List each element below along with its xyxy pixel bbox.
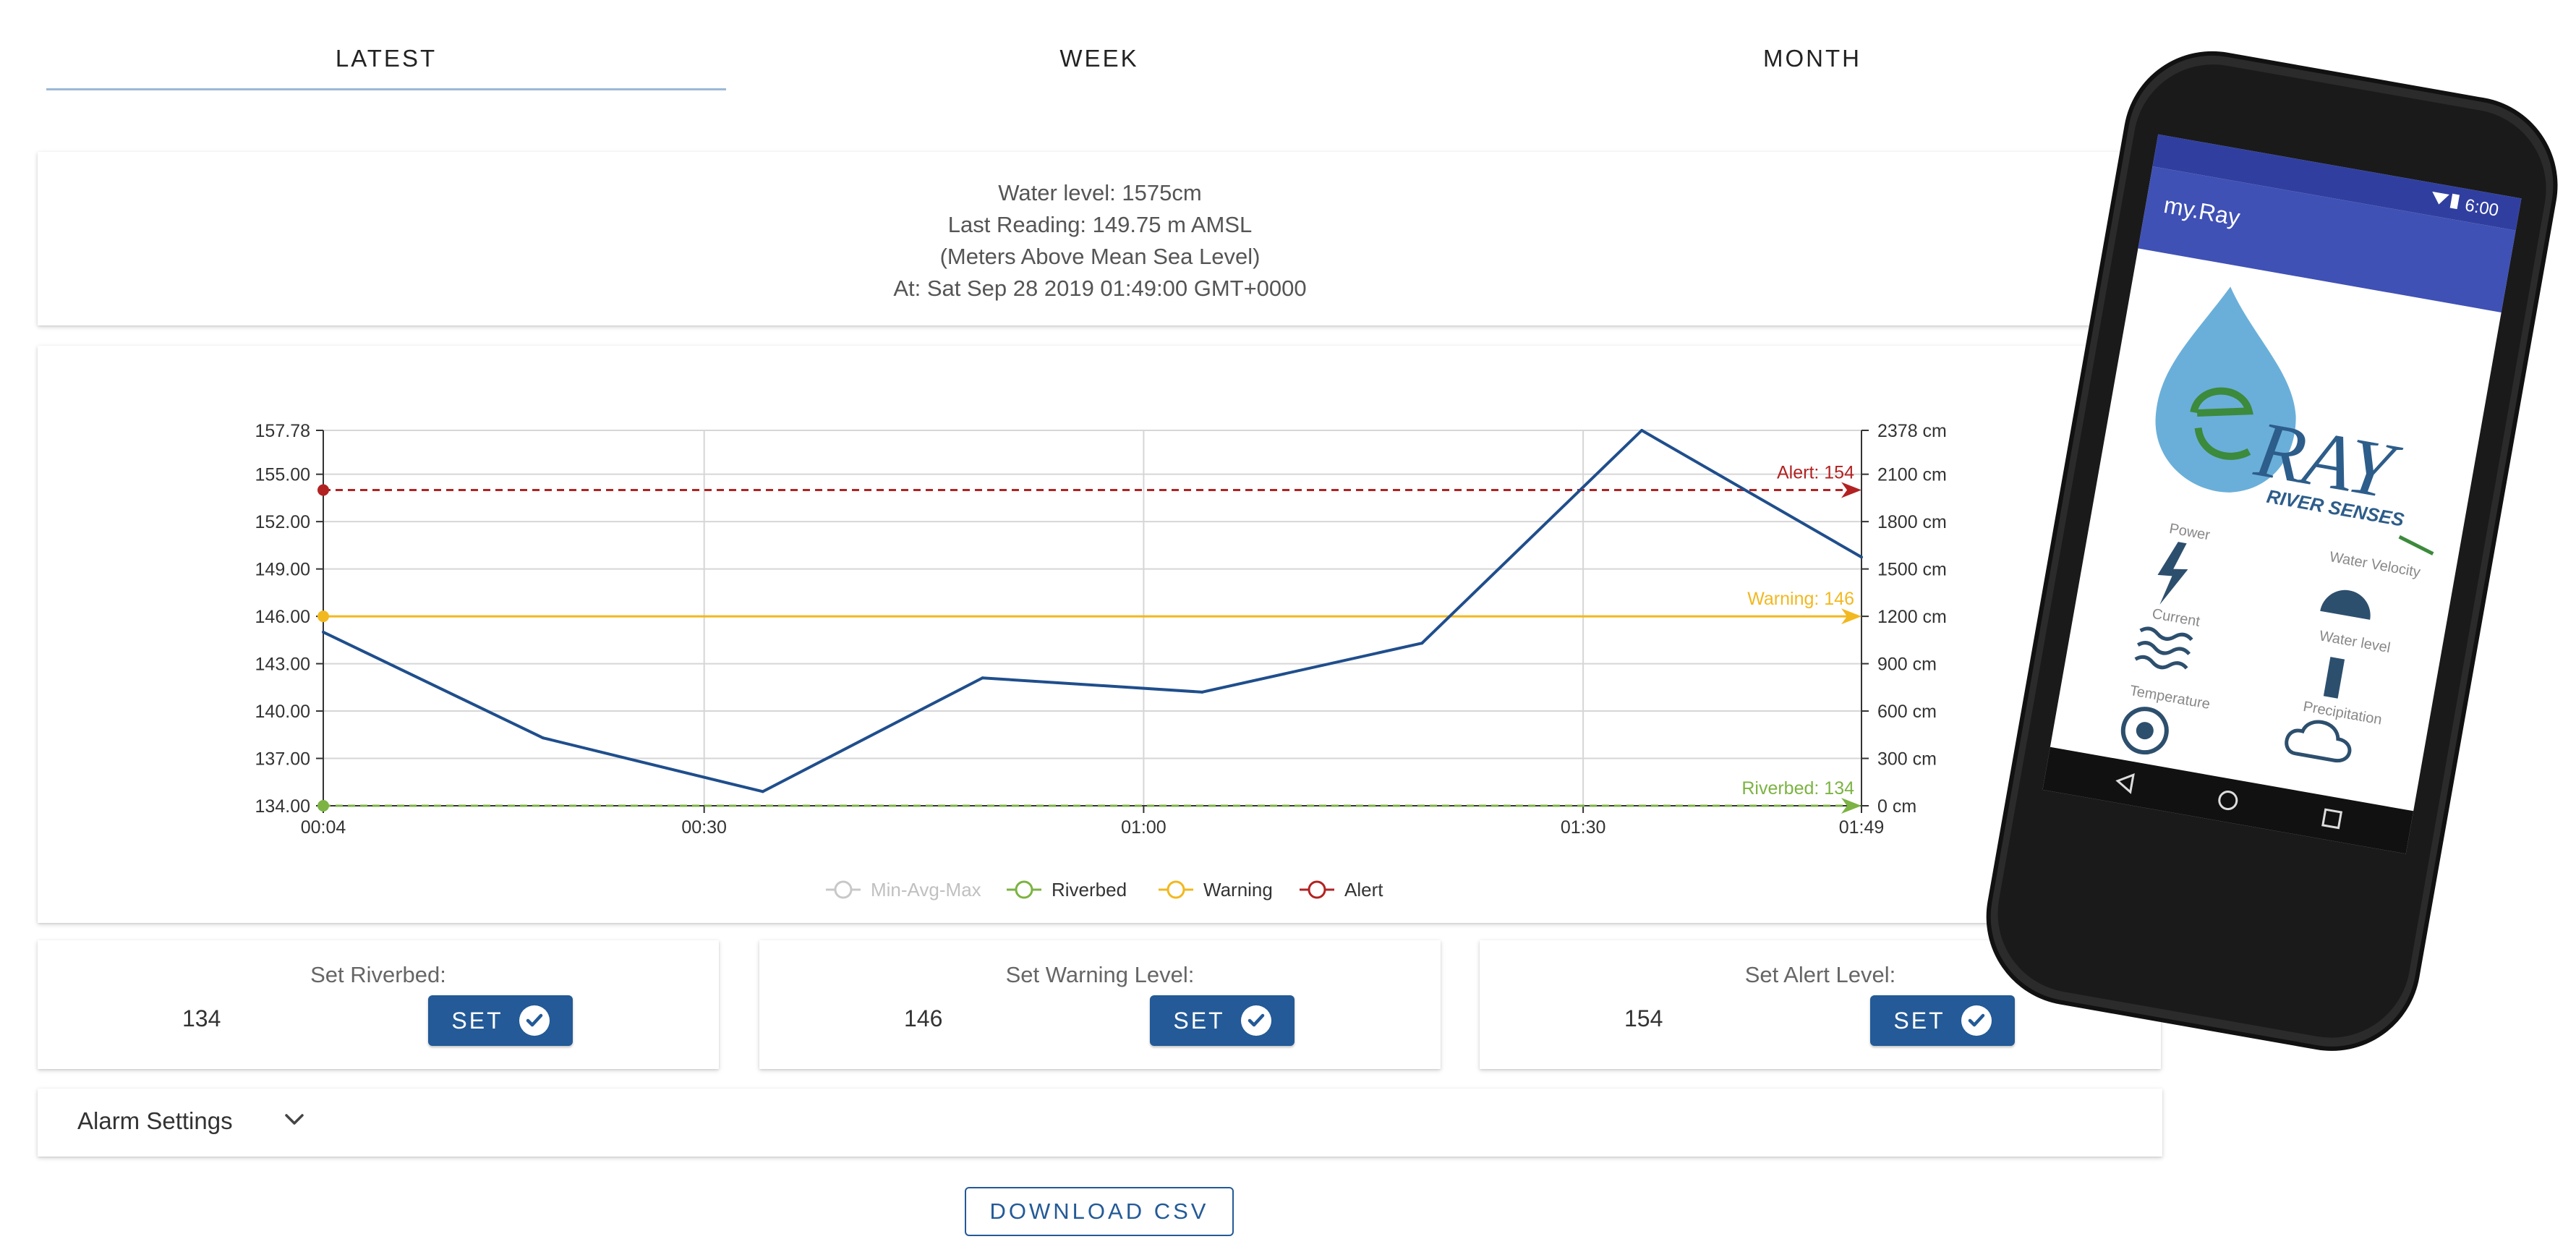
legend-warning-marker (1167, 880, 1185, 899)
recents-icon (2321, 808, 2343, 830)
alert-threshold-label: Alert: 154 (1777, 462, 1854, 482)
y-left-tick-label: 143.00 (255, 655, 310, 675)
set-riverbed-button[interactable]: SET (428, 995, 573, 1046)
app-bar (2138, 166, 2516, 312)
riverbed-threshold-label: Riverbed: 134 (1741, 778, 1854, 799)
waves-icon (2134, 626, 2193, 670)
chevron-down-icon (283, 1112, 305, 1131)
warning-label: Set Warning Level: (1005, 962, 1195, 987)
riverbed-value[interactable]: 134 (182, 1005, 221, 1031)
set-alert-button[interactable]: SET (1870, 995, 2015, 1046)
water-level-chart-card: 157.78 2378 cm 155.00 2100 cm 152.00 1800 cm 1… (38, 346, 2162, 923)
y-right-tick-label: 300 cm (1877, 749, 1937, 770)
legend-warning-label: Warning (1203, 879, 1273, 901)
warning-value[interactable]: 146 (904, 1005, 943, 1031)
set-riverbed-button-label: SET (451, 1007, 503, 1034)
water-level-point (981, 676, 984, 680)
legend-riverbed-marker (1015, 880, 1033, 899)
check-circle-icon (1240, 1005, 1271, 1036)
y-left-tick-label: 146.00 (255, 607, 310, 627)
water-level-icon (2323, 657, 2345, 699)
water-level-text: Water level: 1575cm (998, 180, 1202, 205)
y-right-tick-label: 600 cm (1877, 702, 1937, 722)
alert-value[interactable]: 154 (1624, 1005, 1663, 1031)
y-right-tick-label: 1500 cm (1877, 560, 1947, 580)
wifi-icon (2432, 191, 2449, 205)
riverbed-threshold-marker (317, 800, 329, 812)
y-left-tick-label: 155.00 (255, 465, 310, 485)
y-left-tick-label: 149.00 (255, 560, 310, 580)
x-tick-label: 00:30 (681, 817, 727, 838)
set-alert-button-label: SET (1893, 1007, 1945, 1034)
warning-threshold-label: Warning: 146 (1747, 589, 1854, 609)
lightning-icon (2157, 542, 2188, 605)
battery-icon (2449, 193, 2460, 210)
amsl-note-text: (Meters Above Mean Sea Level) (939, 244, 1261, 269)
y-left-tick-label: 157.78 (255, 421, 310, 441)
thermometer-icon (2120, 707, 2169, 755)
y-left-tick-label: 134.00 (255, 796, 310, 817)
tab-month[interactable]: MONTH (1763, 45, 1861, 72)
range-tabs: LATEST WEEK MONTH (0, 29, 2170, 94)
check-circle-icon (1961, 1005, 1992, 1036)
water-level-point (1860, 555, 1863, 559)
alarm-settings-label: Alarm Settings (77, 1107, 233, 1134)
legend-min-avg-max-marker (834, 880, 853, 899)
y-right-tick-label: 2100 cm (1877, 465, 1947, 485)
warning-threshold-marker (317, 610, 329, 623)
legend-alert-label: Alert (1344, 879, 1383, 901)
last-reading-text: Last Reading: 149.75 m AMSL (947, 212, 1253, 237)
y-right-tick-label: 0 cm (1877, 796, 1916, 817)
set-warning-button-label: SET (1173, 1007, 1225, 1034)
alarm-settings-toggle[interactable]: Alarm Settings (38, 1089, 2162, 1157)
y-right-tick-label: 2378 cm (1877, 421, 1947, 441)
water-level-point (322, 630, 325, 634)
alert-threshold-marker (317, 484, 329, 496)
warning-threshold-arrow (1841, 608, 1861, 625)
alert-threshold-arrow (1841, 482, 1861, 498)
nav-bar (2042, 746, 2414, 854)
y-left-tick-label: 140.00 (255, 702, 310, 722)
reading-info-card: Water level: 1575cm Last Reading: 149.75… (38, 152, 2162, 325)
home-icon (2218, 791, 2238, 811)
download-csv-button[interactable]: DOWNLOAD CSV (965, 1187, 1234, 1236)
legend-riverbed-label: Riverbed (1052, 879, 1127, 901)
water-level-point (1420, 642, 1424, 645)
x-tick-label: 01:00 (1121, 817, 1167, 838)
x-tick-label: 00:04 (301, 817, 346, 838)
water-level-point (1200, 690, 1204, 694)
water-level-point (761, 790, 764, 793)
gauge-icon (2320, 589, 2371, 620)
y-left-tick-label: 152.00 (255, 512, 310, 532)
y-right-tick-label: 1200 cm (1877, 607, 1947, 627)
water-level-chart: 157.78 2378 cm 155.00 2100 cm 152.00 1800 cm 1… (255, 421, 1947, 901)
legend-alert-marker (1308, 880, 1326, 899)
back-icon (2115, 772, 2135, 794)
alert-label: Set Alert Level: (1744, 962, 1896, 987)
status-bar (2152, 134, 2522, 231)
reading-timestamp: At: Sat Sep 28 2019 01:49:00 GMT+0000 (893, 276, 1307, 301)
phone-mockup: my.Ray 6:00 RAY RIVER SENSES Power Water… (1953, 51, 2575, 1063)
tab-latest[interactable]: LATEST (46, 29, 726, 90)
y-right-tick-label: 900 cm (1877, 655, 1937, 675)
riverbed-setting-card: Set Riverbed: 134 SET (38, 940, 719, 1069)
tab-week[interactable]: WEEK (1059, 45, 1139, 72)
x-tick-label: 01:49 (1839, 817, 1885, 838)
riverbed-threshold-arrow (1841, 798, 1861, 814)
x-tick-label: 01:30 (1561, 817, 1606, 838)
water-level-point (541, 736, 545, 740)
water-level-series-line (323, 429, 1862, 793)
rain-cloud-icon (2285, 720, 2352, 763)
legend-min-avg-max-label: Min-Avg-Max (871, 879, 981, 901)
y-right-tick-label: 1800 cm (1877, 512, 1947, 532)
water-level-point (1640, 429, 1644, 432)
y-left-tick-label: 137.00 (255, 749, 310, 770)
check-circle-icon (519, 1005, 550, 1036)
set-warning-button[interactable]: SET (1150, 995, 1295, 1046)
warning-setting-card: Set Warning Level: 146 SET (759, 940, 1441, 1069)
riverbed-label: Set Riverbed: (310, 962, 446, 987)
